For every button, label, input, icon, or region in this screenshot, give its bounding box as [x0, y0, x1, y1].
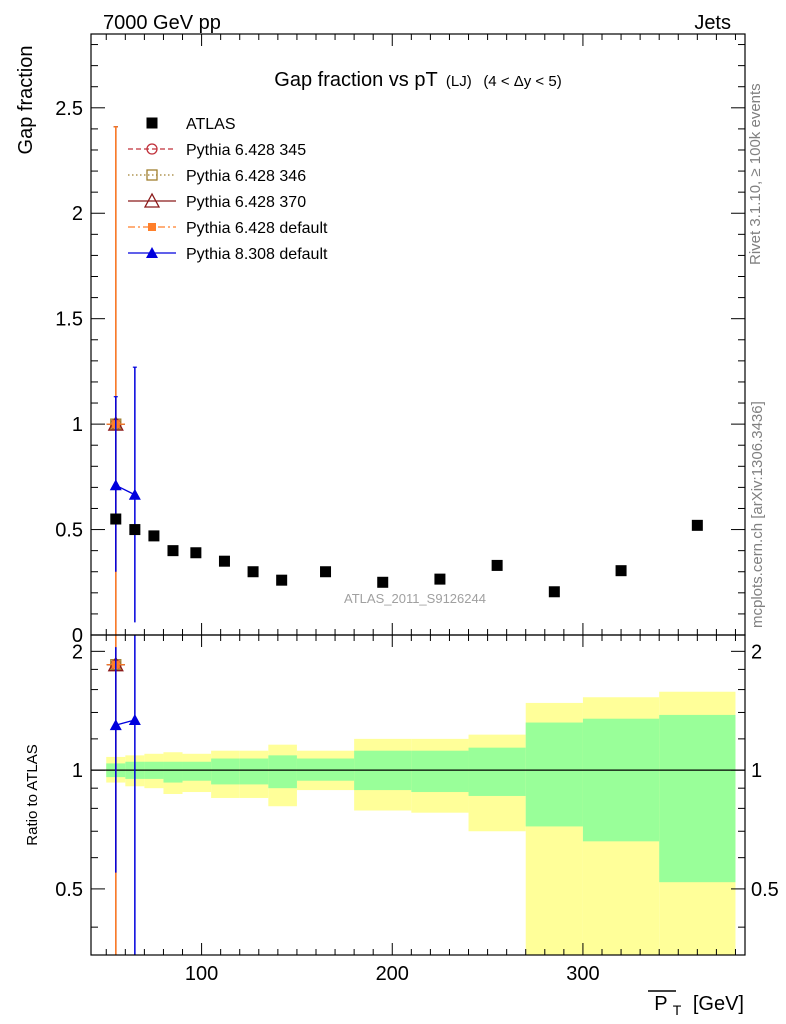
data-point-10 — [434, 573, 446, 585]
ratio-tick-label-l-0: 0.5 — [55, 879, 83, 901]
analysis-watermark: ATLAS_2011_S9126244 — [344, 591, 486, 606]
data-point-14 — [691, 519, 703, 531]
ratio-4-point-1 — [128, 713, 141, 725]
green-band-3 — [163, 761, 183, 783]
data-point-5 — [218, 555, 230, 567]
green-band-4 — [182, 761, 212, 781]
series-4-point-1 — [128, 488, 141, 500]
legend-label-0: Pythia 6.428 345 — [186, 142, 306, 159]
title-main: Gap fraction vs pT — [274, 69, 437, 91]
ratio-data-marks — [106, 635, 141, 955]
data-point-2 — [148, 530, 160, 542]
green-band-6 — [239, 758, 269, 785]
data-point-3 — [167, 545, 179, 557]
legend-marker-data — [146, 117, 158, 129]
y-tick-label-0: 0 — [72, 625, 83, 647]
y-tick-label-4: 2 — [72, 203, 83, 225]
data-point-12 — [548, 586, 560, 598]
green-band-12 — [525, 722, 583, 827]
green-band-7 — [268, 755, 297, 789]
x-axis-subscript: T — [673, 1002, 682, 1018]
legend-label-2: Pythia 6.428 370 — [186, 194, 306, 211]
y-tick-label-5: 2.5 — [55, 98, 83, 120]
series-4-point-0 — [109, 479, 122, 491]
legend-marker-3 — [148, 223, 156, 231]
legend-marker-1 — [146, 169, 158, 181]
x-axis-title: P T [GeV] — [654, 993, 744, 1020]
ratio-uncertainty-bands — [106, 691, 736, 955]
x-axis-unit: [GeV] — [693, 993, 744, 1015]
chart-title: Gap fraction vs pT (LJ) (4 < Δy < 5) — [274, 69, 561, 91]
green-band-11 — [468, 747, 526, 796]
y-axis-title: Gap fraction — [15, 46, 37, 155]
y-tick-label-1: 0.5 — [55, 520, 83, 542]
legend-marker-4 — [146, 247, 158, 258]
ratio-frame — [90, 634, 746, 956]
ratio-tick-label-r-1: 1 — [751, 760, 762, 782]
legend-label-4: Pythia 8.308 default — [186, 246, 328, 263]
header-left: 7000 GeV pp — [103, 12, 221, 34]
green-band-14 — [659, 714, 736, 883]
x-tick-label-300: 300 — [566, 963, 599, 985]
data-point-7 — [276, 574, 288, 586]
legend-marker-2 — [143, 192, 161, 208]
data-point-1 — [129, 524, 141, 536]
upper-data-marks — [106, 126, 703, 635]
title-sub: (LJ) — [446, 73, 472, 90]
x-tick-label-200: 200 — [376, 963, 409, 985]
ratio-axis-title: Ratio to ATLAS — [24, 744, 41, 845]
title-range: (4 < Δy < 5) — [483, 73, 561, 90]
rivet-label: Rivet 3.1.10, ≥ 100k events — [747, 83, 764, 265]
green-band-10 — [411, 750, 469, 793]
y-tick-label-2: 1 — [72, 414, 83, 436]
legend-label-3: Pythia 6.428 default — [186, 220, 328, 237]
legend-label-data: ATLAS — [186, 116, 236, 133]
mcplots-label: mcplots.cern.ch [arXiv:1306.3436] — [749, 401, 766, 628]
ratio-tick-label-l-1: 1 — [72, 760, 83, 782]
green-band-5 — [211, 758, 240, 785]
legend-label-1: Pythia 6.428 346 — [186, 168, 306, 185]
ratio-tick-label-r-2: 2 — [751, 641, 762, 663]
ratio-tick-label-l-2: 2 — [72, 641, 83, 663]
data-point-0 — [110, 513, 122, 525]
green-band-13 — [582, 718, 660, 842]
y-tick-label-3: 1.5 — [55, 309, 83, 331]
data-point-6 — [247, 566, 259, 578]
data-point-4 — [190, 547, 202, 559]
x-axis-symbol: P — [654, 993, 667, 1015]
x-tick-label-100: 100 — [185, 963, 218, 985]
data-point-13 — [615, 565, 627, 577]
data-point-11 — [491, 559, 503, 571]
axis-ticks: 100 200 300 0 0.5 1 1.5 2 2.5 0.5 0.5 1 1 2 2 — [55, 34, 779, 985]
data-point-8 — [320, 566, 332, 578]
ratio-4-point-0 — [109, 719, 122, 731]
ratio-tick-label-r-0: 0.5 — [751, 879, 779, 901]
legend: ATLAS Pythia 6.428 345 Pythia 6.428 346 Pyt… — [128, 116, 328, 263]
panel-frames — [90, 33, 746, 956]
header-right: Jets — [694, 12, 731, 34]
data-point-9 — [377, 576, 389, 588]
legend-marker-0 — [146, 143, 158, 155]
